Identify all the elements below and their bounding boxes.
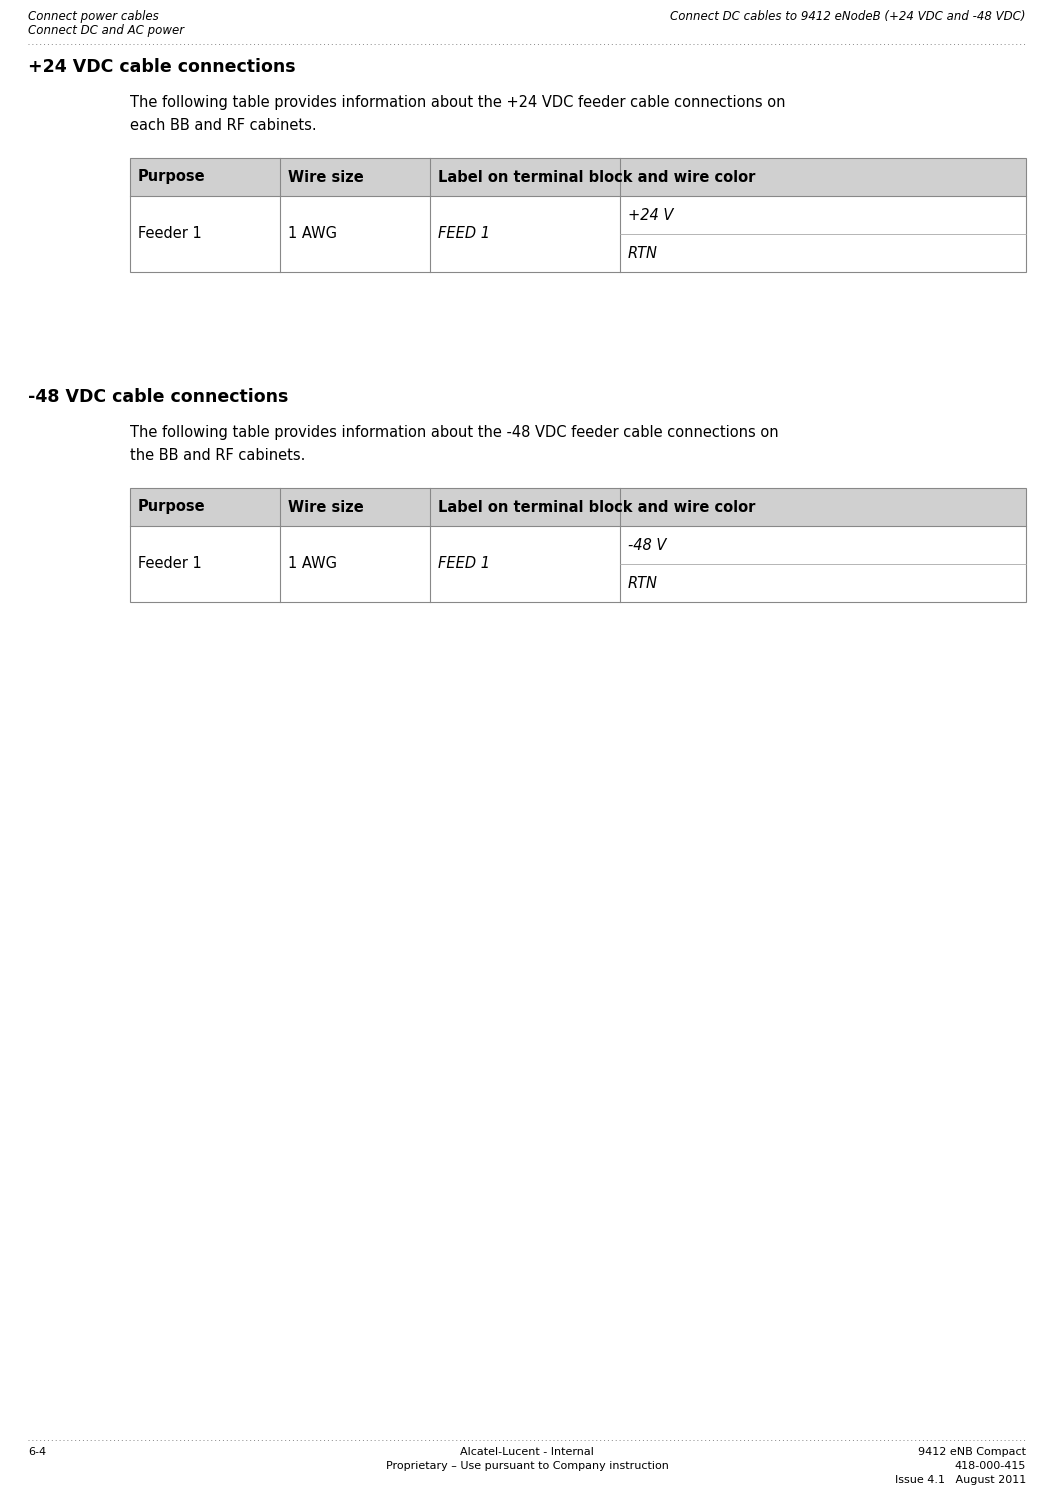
Text: Connect DC and AC power: Connect DC and AC power: [28, 24, 184, 37]
Text: Wire size: Wire size: [288, 170, 364, 185]
Text: 1 AWG: 1 AWG: [288, 556, 337, 572]
Bar: [130, 158, 1026, 273]
Text: RTN: RTN: [628, 575, 658, 590]
Bar: [130, 158, 1026, 197]
Text: Label on terminal block and wire color: Label on terminal block and wire color: [438, 170, 756, 185]
Text: FEED 1: FEED 1: [438, 226, 490, 241]
Text: Issue 4.1   August 2011: Issue 4.1 August 2011: [895, 1475, 1026, 1486]
Text: 6-4: 6-4: [28, 1447, 46, 1457]
Text: Feeder 1: Feeder 1: [138, 226, 201, 241]
Text: The following table provides information about the +24 VDC feeder cable connecti: The following table provides information…: [130, 95, 785, 110]
Text: each BB and RF cabinets.: each BB and RF cabinets.: [130, 118, 316, 133]
Text: 418-000-415: 418-000-415: [955, 1462, 1026, 1471]
Text: Alcatel-Lucent - Internal: Alcatel-Lucent - Internal: [460, 1447, 594, 1457]
Text: RTN: RTN: [628, 246, 658, 261]
Text: 9412 eNB Compact: 9412 eNB Compact: [918, 1447, 1026, 1457]
Text: Wire size: Wire size: [288, 499, 364, 514]
Bar: [130, 489, 1026, 602]
Text: +24 V: +24 V: [628, 207, 674, 222]
Text: Purpose: Purpose: [138, 170, 206, 185]
Text: -48 V: -48 V: [628, 538, 666, 553]
Text: Label on terminal block and wire color: Label on terminal block and wire color: [438, 499, 756, 514]
Text: The following table provides information about the -48 VDC feeder cable connecti: The following table provides information…: [130, 425, 779, 440]
Text: Feeder 1: Feeder 1: [138, 556, 201, 572]
Text: -48 VDC cable connections: -48 VDC cable connections: [28, 387, 289, 405]
Text: Purpose: Purpose: [138, 499, 206, 514]
Text: 1 AWG: 1 AWG: [288, 226, 337, 241]
Text: +24 VDC cable connections: +24 VDC cable connections: [28, 58, 295, 76]
Text: FEED 1: FEED 1: [438, 556, 490, 572]
Text: Proprietary – Use pursuant to Company instruction: Proprietary – Use pursuant to Company in…: [386, 1462, 668, 1471]
Bar: [130, 489, 1026, 526]
Text: Connect DC cables to 9412 eNodeB (+24 VDC and -48 VDC): Connect DC cables to 9412 eNodeB (+24 VD…: [670, 10, 1026, 22]
Text: the BB and RF cabinets.: the BB and RF cabinets.: [130, 448, 306, 463]
Text: Connect power cables: Connect power cables: [28, 10, 159, 22]
